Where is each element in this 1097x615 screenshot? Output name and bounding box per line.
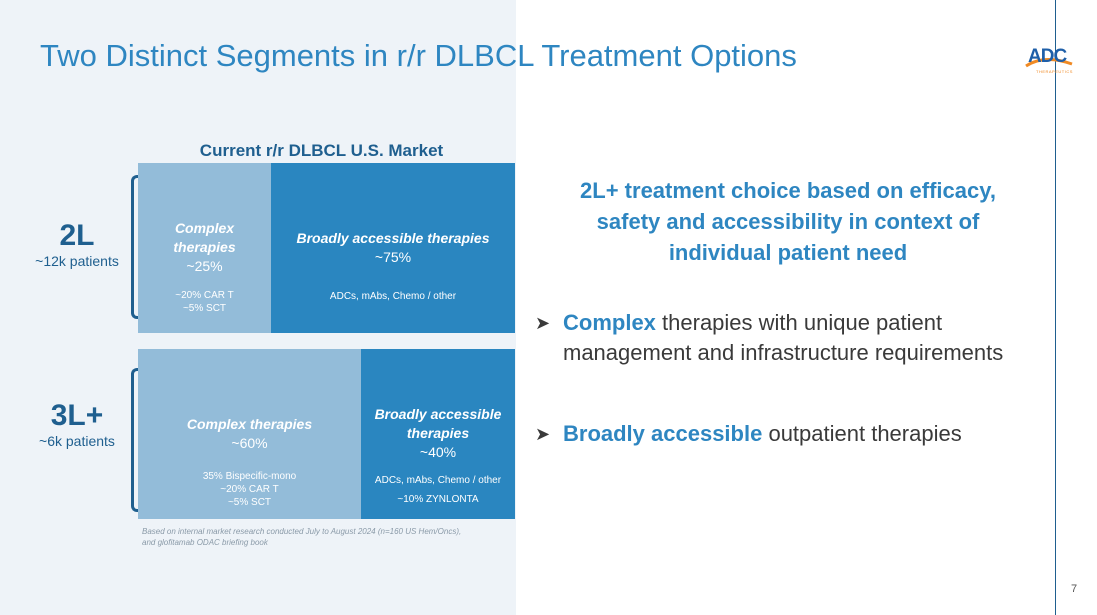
segment-3l-complex: Complex therapies ~60% 35% Bispecific-mo… xyxy=(138,349,361,519)
segment-head: Complex therapies xyxy=(186,416,313,432)
footnote-line: Based on internal market research conduc… xyxy=(142,527,462,536)
segment-sub: ADCs, mAbs, Chemo / other xyxy=(374,475,502,486)
arrow-bullet-icon: ➤ xyxy=(535,313,551,333)
segment-2l-complex: Complex therapies ~25% ~20% CAR T ~5% SC… xyxy=(138,163,271,333)
bullet-text: outpatient therapies xyxy=(762,421,962,446)
segment-head: Broadly accessible xyxy=(374,406,502,422)
bullet-complex: ➤ Complex therapies with unique patient … xyxy=(535,308,1035,400)
row-label-2l: 2L ~12k patients xyxy=(18,219,136,269)
headline-line: individual patient need xyxy=(668,240,908,265)
segment-percent: ~40% xyxy=(419,444,457,460)
bullet-broad: ➤ Broadly accessible outpatient therapie… xyxy=(535,419,1035,451)
segment-2l-broad: Broadly accessible therapies ~75% ADCs, … xyxy=(271,163,515,333)
right-divider xyxy=(1055,0,1056,615)
row-patients: ~12k patients xyxy=(35,253,119,269)
page-number: 7 xyxy=(1071,583,1078,595)
row-line-label: 3L+ xyxy=(50,399,104,432)
segment-percent: ~75% xyxy=(374,249,412,265)
headline-line: 2L+ treatment choice based on efficacy, xyxy=(580,178,996,203)
footnote-line: and glofitamab ODAC briefing book xyxy=(142,538,268,547)
arrow-bullet-icon: ➤ xyxy=(535,424,551,444)
chart-footnote: Based on internal market research conduc… xyxy=(142,526,461,548)
segment-sub: ~20% CAR T xyxy=(175,290,234,301)
row-bracket-3l xyxy=(131,368,141,512)
segment-percent: ~25% xyxy=(186,258,223,274)
segment-sub: ADCs, mAbs, Chemo / other xyxy=(329,291,457,302)
segment-percent: ~60% xyxy=(231,435,268,451)
headline-line: safety and accessibility in context of xyxy=(596,209,980,234)
segment-head: therapies xyxy=(406,425,470,441)
segment-sub: ~5% SCT xyxy=(182,303,227,314)
right-headline: 2L+ treatment choice based on efficacy, … xyxy=(540,175,1036,268)
bullet-highlight: Broadly accessible xyxy=(563,421,763,446)
row-label-3l: 3L+ ~6k patients xyxy=(18,399,136,449)
chart-title: Current r/r DLBCL U.S. Market xyxy=(199,141,444,160)
row-patients: ~6k patients xyxy=(39,433,115,449)
segment-head: Complex xyxy=(174,220,235,236)
slide-title: Two Distinct Segments in r/r DLBCL Treat… xyxy=(40,38,797,73)
segment-sub: ~5% SCT xyxy=(227,497,272,508)
segment-sub: ~10% ZYNLONTA xyxy=(397,494,479,505)
row-bracket-2l xyxy=(131,175,141,319)
adc-logo-icon xyxy=(1025,58,1073,68)
logo-text: ADC xyxy=(1028,46,1067,67)
bullet-text: therapies with unique patient management… xyxy=(563,310,1004,365)
row-line-label: 2L xyxy=(59,219,95,252)
bullet-highlight: Complex xyxy=(563,310,656,335)
segment-sub: ~20% CAR T xyxy=(220,484,279,495)
segment-head: Broadly accessible therapies xyxy=(296,230,490,246)
segment-sub: 35% Bispecific-mono xyxy=(202,471,297,482)
segment-head: therapies xyxy=(173,239,236,255)
logo-subtext: THERAPEUTICS xyxy=(1036,69,1073,74)
segment-3l-broad: Broadly accessible therapies ~40% ADCs, … xyxy=(361,349,515,519)
